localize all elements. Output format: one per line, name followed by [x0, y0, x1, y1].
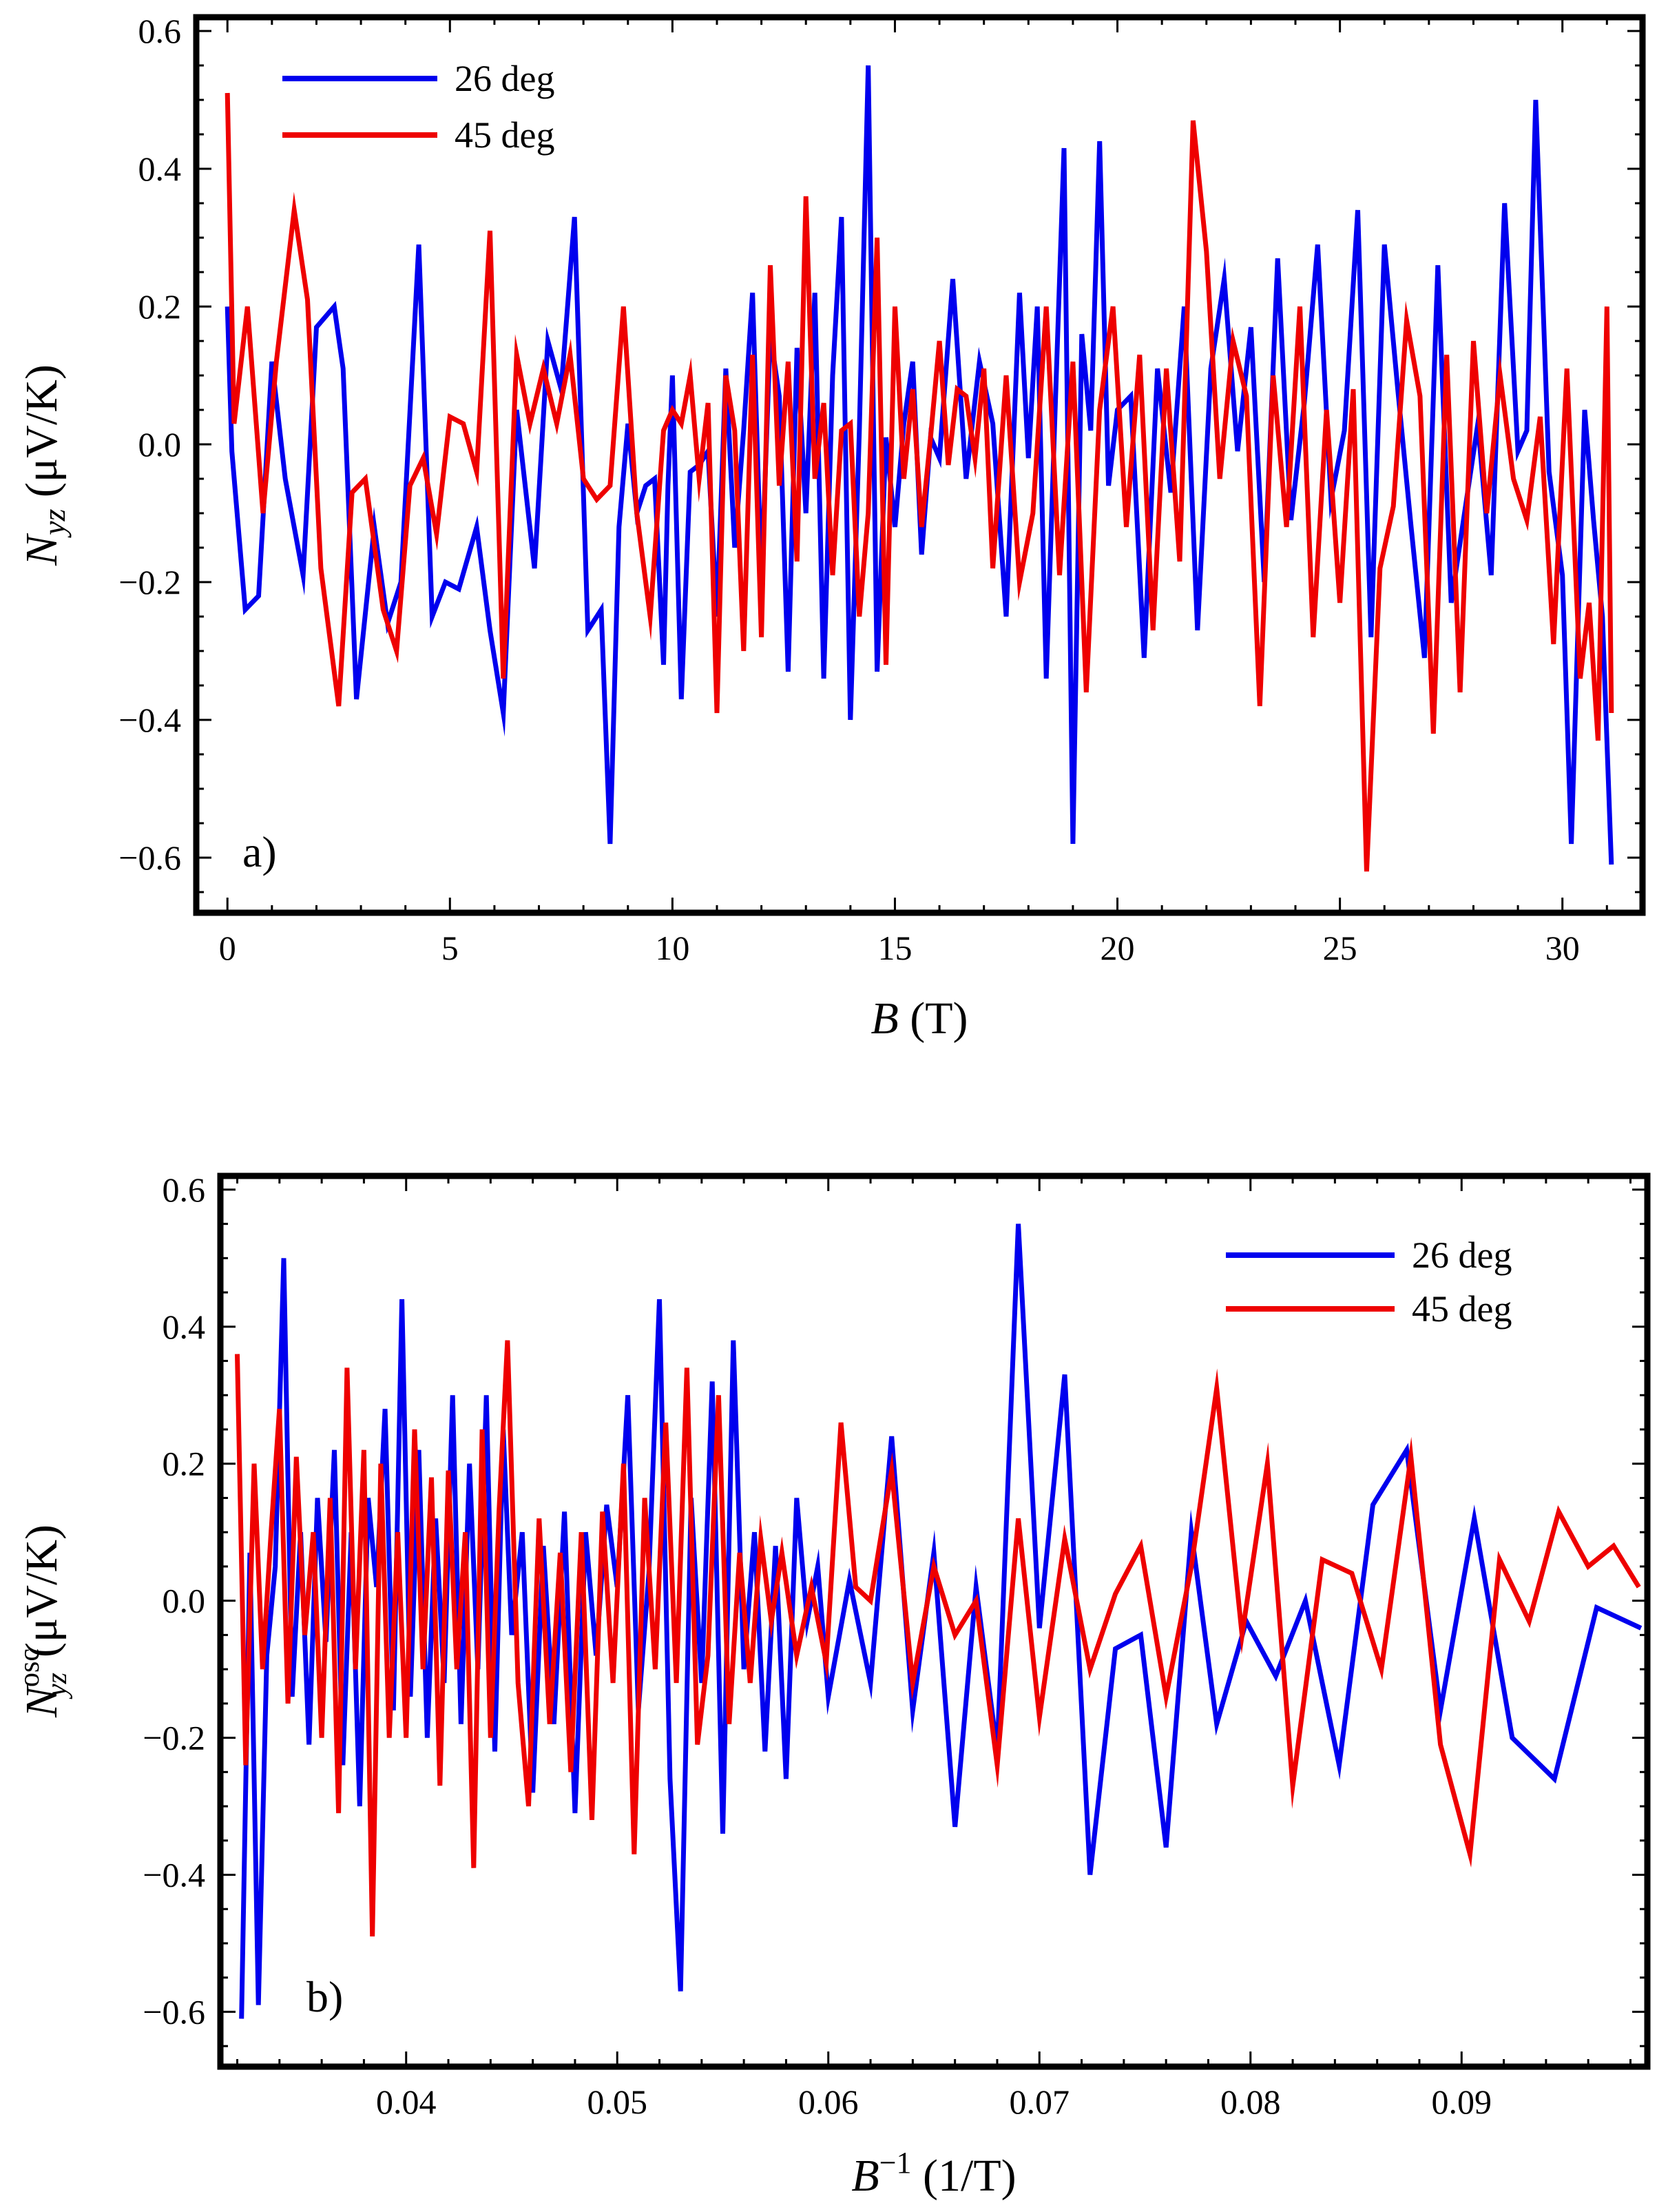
panel-a-x-axis-title: B (T) — [871, 993, 968, 1044]
panel-b-x-tick-label: 0.08 — [1220, 2082, 1281, 2121]
panel-a-y-tick-label: 0.2 — [138, 287, 182, 326]
panel-a-y-axis-title: Nyz (μV/K) — [17, 364, 72, 566]
panel-a-x-tick-label: 10 — [655, 929, 689, 967]
panel-a-x-tick-label: 20 — [1101, 929, 1135, 967]
panel-b-x-tick-label: 0.04 — [376, 2082, 437, 2121]
panel-b-y-axis-title: Noscyz (μV/K) — [14, 1524, 73, 1718]
panel-a-x-tick-label: 5 — [441, 929, 459, 967]
panel-b-y-axis-sub: yz — [41, 1673, 73, 1699]
panel-a-frame — [193, 14, 1646, 916]
panel-b-tick-labels-group: 0.04 0.05 0.06 0.07 0.08 0.09 −0.6 −0.4 −0.2 0.0 0… — [143, 1170, 1492, 2121]
panel-b-y-axis-var: N — [17, 1684, 67, 1718]
panel-b-x-axis-title: B−1 (1/T) — [851, 2146, 1016, 2201]
panel-a-legend: 26 deg 45 deg — [282, 58, 554, 156]
panel-b-legend-label-45deg: 45 deg — [1412, 1288, 1512, 1330]
panel-b-x-tick-label: 0.07 — [1010, 2082, 1070, 2121]
panel-b-y-tick-label: −0.4 — [143, 1856, 205, 1894]
panel-a-y-tick-label: −0.4 — [118, 701, 181, 739]
panel-b-y-tick-label: 0.6 — [163, 1170, 206, 1209]
panel-b-y-axis-sup: osc — [14, 1648, 45, 1687]
panel-b-series-45-deg — [235, 1340, 1641, 1937]
panel-a-series-group — [225, 65, 1614, 872]
panel-a-y-axis-var: N — [17, 533, 67, 566]
panel-b-y-tick-label: −0.6 — [143, 1992, 205, 2031]
panel-b-series-group — [235, 1223, 1643, 2019]
panel-a-x-tick-label: 15 — [877, 929, 912, 967]
panel-b-ticks-group — [220, 1176, 1647, 2067]
panel-b-x-axis-sup: −1 — [879, 2146, 912, 2180]
panel-a-y-axis-sub: yz — [37, 508, 72, 537]
panel-b-frame — [217, 1172, 1651, 2070]
panel-a-y-tick-label: −0.2 — [118, 563, 181, 601]
panel-b-legend: 26 deg 45 deg — [1226, 1234, 1512, 1330]
panel-b-x-tick-label: 0.09 — [1432, 2082, 1492, 2121]
panel-b: 0.04 0.05 0.06 0.07 0.08 0.09 −0.6 −0.4 −0.2 0.0 0… — [14, 1170, 1651, 2201]
panel-b-y-tick-label: 0.2 — [163, 1445, 206, 1483]
panel-a-y-tick-label: 0.4 — [138, 149, 182, 188]
panel-a-y-axis-unit: (μV/K) — [17, 364, 67, 509]
panel-a-legend-label-45deg: 45 deg — [455, 114, 554, 156]
panel-a-series-45-deg — [225, 92, 1614, 872]
panel-b-y-tick-label: 0.4 — [163, 1307, 206, 1346]
panel-b-label: b) — [306, 1972, 343, 2021]
panel-b-x-axis-var: B — [851, 2151, 879, 2201]
panel-a-label: a) — [242, 827, 277, 876]
panel-a-y-tick-label: 0.6 — [138, 12, 182, 50]
panel-b-x-axis-unit: (1/T) — [912, 2151, 1017, 2201]
panel-a-y-tick-label: −0.6 — [118, 838, 181, 877]
panel-a-legend-label-26deg: 26 deg — [455, 58, 554, 99]
panel-a-x-tick-label: 25 — [1323, 929, 1357, 967]
panel-a-x-tick-label: 30 — [1545, 929, 1580, 967]
panel-b-y-tick-label: −0.2 — [143, 1719, 205, 1757]
panel-b-series-26-deg — [239, 1223, 1643, 2019]
panel-a-tick-labels-group: 0 5 10 15 20 25 30 −0.6 −0.4 −0.2 0.0 0.2 0.4 0.6 — [118, 12, 1579, 967]
panel-a: 0 5 10 15 20 25 30 −0.6 −0.4 −0.2 0.0 0.2 0.4 0.6 26 … — [17, 12, 1646, 1044]
panel-b-y-tick-label: 0.0 — [163, 1582, 206, 1620]
panel-b-legend-label-26deg: 26 deg — [1412, 1234, 1512, 1276]
panel-b-x-tick-label: 0.05 — [587, 2082, 647, 2121]
panel-a-ticks-group — [196, 17, 1643, 913]
panel-b-x-tick-label: 0.06 — [798, 2082, 859, 2121]
panel-a-x-tick-label: 0 — [219, 929, 236, 967]
panel-a-x-axis-unit: (T) — [899, 993, 968, 1044]
panel-b-y-axis-unit: (μV/K) — [17, 1524, 67, 1657]
panel-a-y-tick-label: 0.0 — [138, 425, 182, 464]
panel-a-x-axis-var: B — [871, 993, 898, 1044]
